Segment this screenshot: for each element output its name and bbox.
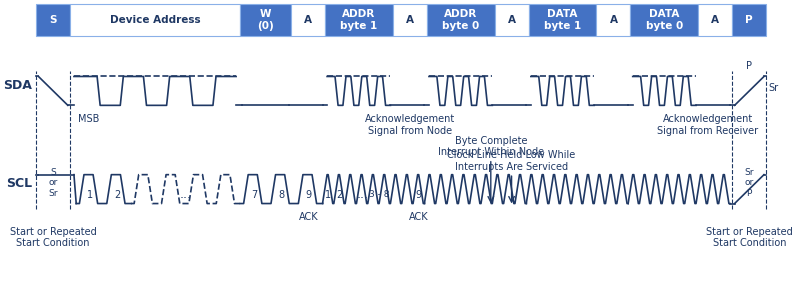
Text: ACK: ACK [409, 212, 429, 222]
Text: A: A [711, 15, 719, 25]
Text: SDA: SDA [3, 79, 32, 91]
Text: ...: ... [180, 188, 192, 201]
Text: A: A [610, 15, 618, 25]
Text: ADDR
byte 0: ADDR byte 0 [442, 9, 479, 31]
Text: 9: 9 [306, 190, 312, 200]
Text: DATA
byte 1: DATA byte 1 [544, 9, 581, 31]
Text: 2: 2 [114, 190, 120, 200]
FancyBboxPatch shape [494, 4, 529, 36]
Text: 1: 1 [325, 190, 331, 200]
Text: P: P [746, 61, 752, 71]
Text: ACK: ACK [299, 212, 318, 222]
FancyBboxPatch shape [597, 4, 630, 36]
FancyBboxPatch shape [393, 4, 426, 36]
FancyBboxPatch shape [630, 4, 698, 36]
Text: Clock Line Held Low While
Interrupts Are Serviced: Clock Line Held Low While Interrupts Are… [447, 150, 576, 172]
Text: Acknowledgement
Signal from Node: Acknowledgement Signal from Node [365, 114, 455, 136]
Text: 7: 7 [251, 190, 258, 200]
Text: Start or Repeated
Start Condition: Start or Repeated Start Condition [706, 227, 793, 248]
Text: Sr
or
P: Sr or P [745, 168, 754, 198]
Text: S: S [50, 15, 57, 25]
FancyBboxPatch shape [426, 4, 494, 36]
Text: S
or
Sr: S or Sr [49, 168, 58, 198]
Text: 8: 8 [278, 190, 285, 200]
FancyBboxPatch shape [70, 4, 240, 36]
Text: Sr: Sr [769, 83, 778, 93]
Text: 2: 2 [336, 190, 342, 200]
Text: SCL: SCL [6, 177, 32, 190]
FancyBboxPatch shape [732, 4, 766, 36]
FancyBboxPatch shape [240, 4, 291, 36]
Text: Acknowledgement
Signal from Receiver: Acknowledgement Signal from Receiver [657, 114, 758, 136]
Text: P: P [746, 15, 753, 25]
Text: ADDR
byte 1: ADDR byte 1 [340, 9, 378, 31]
FancyBboxPatch shape [698, 4, 732, 36]
Text: Start or Repeated
Start Condition: Start or Repeated Start Condition [10, 227, 97, 248]
Text: Byte Complete
Interrupt Within Node: Byte Complete Interrupt Within Node [438, 136, 544, 157]
Text: A: A [507, 15, 515, 25]
FancyBboxPatch shape [325, 4, 393, 36]
Text: 3 - 8: 3 - 8 [369, 190, 390, 200]
Text: A: A [406, 15, 414, 25]
Text: MSB: MSB [78, 114, 99, 124]
Text: DATA
byte 0: DATA byte 0 [646, 9, 683, 31]
FancyBboxPatch shape [529, 4, 597, 36]
Text: 9: 9 [416, 190, 422, 200]
Text: A: A [304, 15, 312, 25]
Text: Device Address: Device Address [110, 15, 200, 25]
Text: 1: 1 [87, 190, 93, 200]
FancyBboxPatch shape [36, 4, 70, 36]
FancyBboxPatch shape [291, 4, 325, 36]
Text: W
(0): W (0) [257, 9, 274, 31]
Text: ...: ... [356, 188, 368, 201]
